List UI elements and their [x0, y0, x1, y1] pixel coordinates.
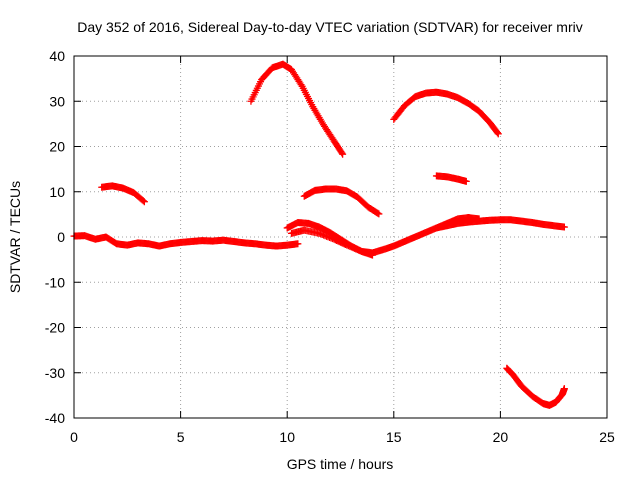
data-point [338, 149, 346, 157]
data-point [339, 150, 347, 158]
y-tick-label: -10 [45, 274, 65, 290]
data-point [493, 129, 501, 137]
series-arc-7 [390, 88, 502, 138]
plot-border [73, 55, 608, 419]
data-point [297, 81, 305, 89]
data-point [139, 197, 147, 205]
y-axis: -40 -30 -20 -10 0 10 20 30 40 [45, 48, 607, 426]
series-arc-6 [300, 185, 383, 218]
x-tick-label: 25 [599, 429, 615, 445]
x-tick-label: 10 [279, 429, 295, 445]
series-arc-8 [432, 172, 470, 185]
y-tick-label: 0 [57, 229, 65, 245]
y-tick-label: 40 [49, 48, 65, 64]
y-tick-label: -30 [45, 365, 65, 381]
data-points [70, 60, 568, 409]
y-tick-label: -20 [45, 320, 65, 336]
x-tick-label: 5 [177, 429, 185, 445]
x-tick-label: 0 [70, 429, 78, 445]
x-tick-label: 15 [386, 429, 402, 445]
series-arc-1 [70, 232, 302, 250]
data-point [462, 177, 470, 185]
data-point [140, 198, 148, 206]
data-point [294, 240, 302, 248]
series-arc-9 [432, 216, 568, 232]
y-axis-label: SDTVAR / TECUs [7, 181, 23, 293]
y-tick-label: 20 [49, 139, 65, 155]
y-tick-label: 10 [49, 184, 65, 200]
x-axis-label: GPS time / hours [287, 456, 394, 472]
x-tick-label: 20 [493, 429, 509, 445]
series-arc-3 [247, 60, 347, 158]
data-point [560, 223, 568, 231]
chart-title: Day 352 of 2016, Sidereal Day-to-day VTE… [77, 19, 582, 35]
data-point [494, 130, 502, 138]
data-point [560, 385, 568, 393]
series-arc-2 [98, 182, 148, 206]
x-axis: 0 5 10 15 20 25 [70, 56, 615, 445]
y-tick-label: -40 [45, 410, 65, 426]
y-tick-label: 30 [49, 93, 65, 109]
data-point [375, 210, 383, 218]
series-arc-10 [503, 364, 568, 409]
data-point [374, 209, 382, 217]
